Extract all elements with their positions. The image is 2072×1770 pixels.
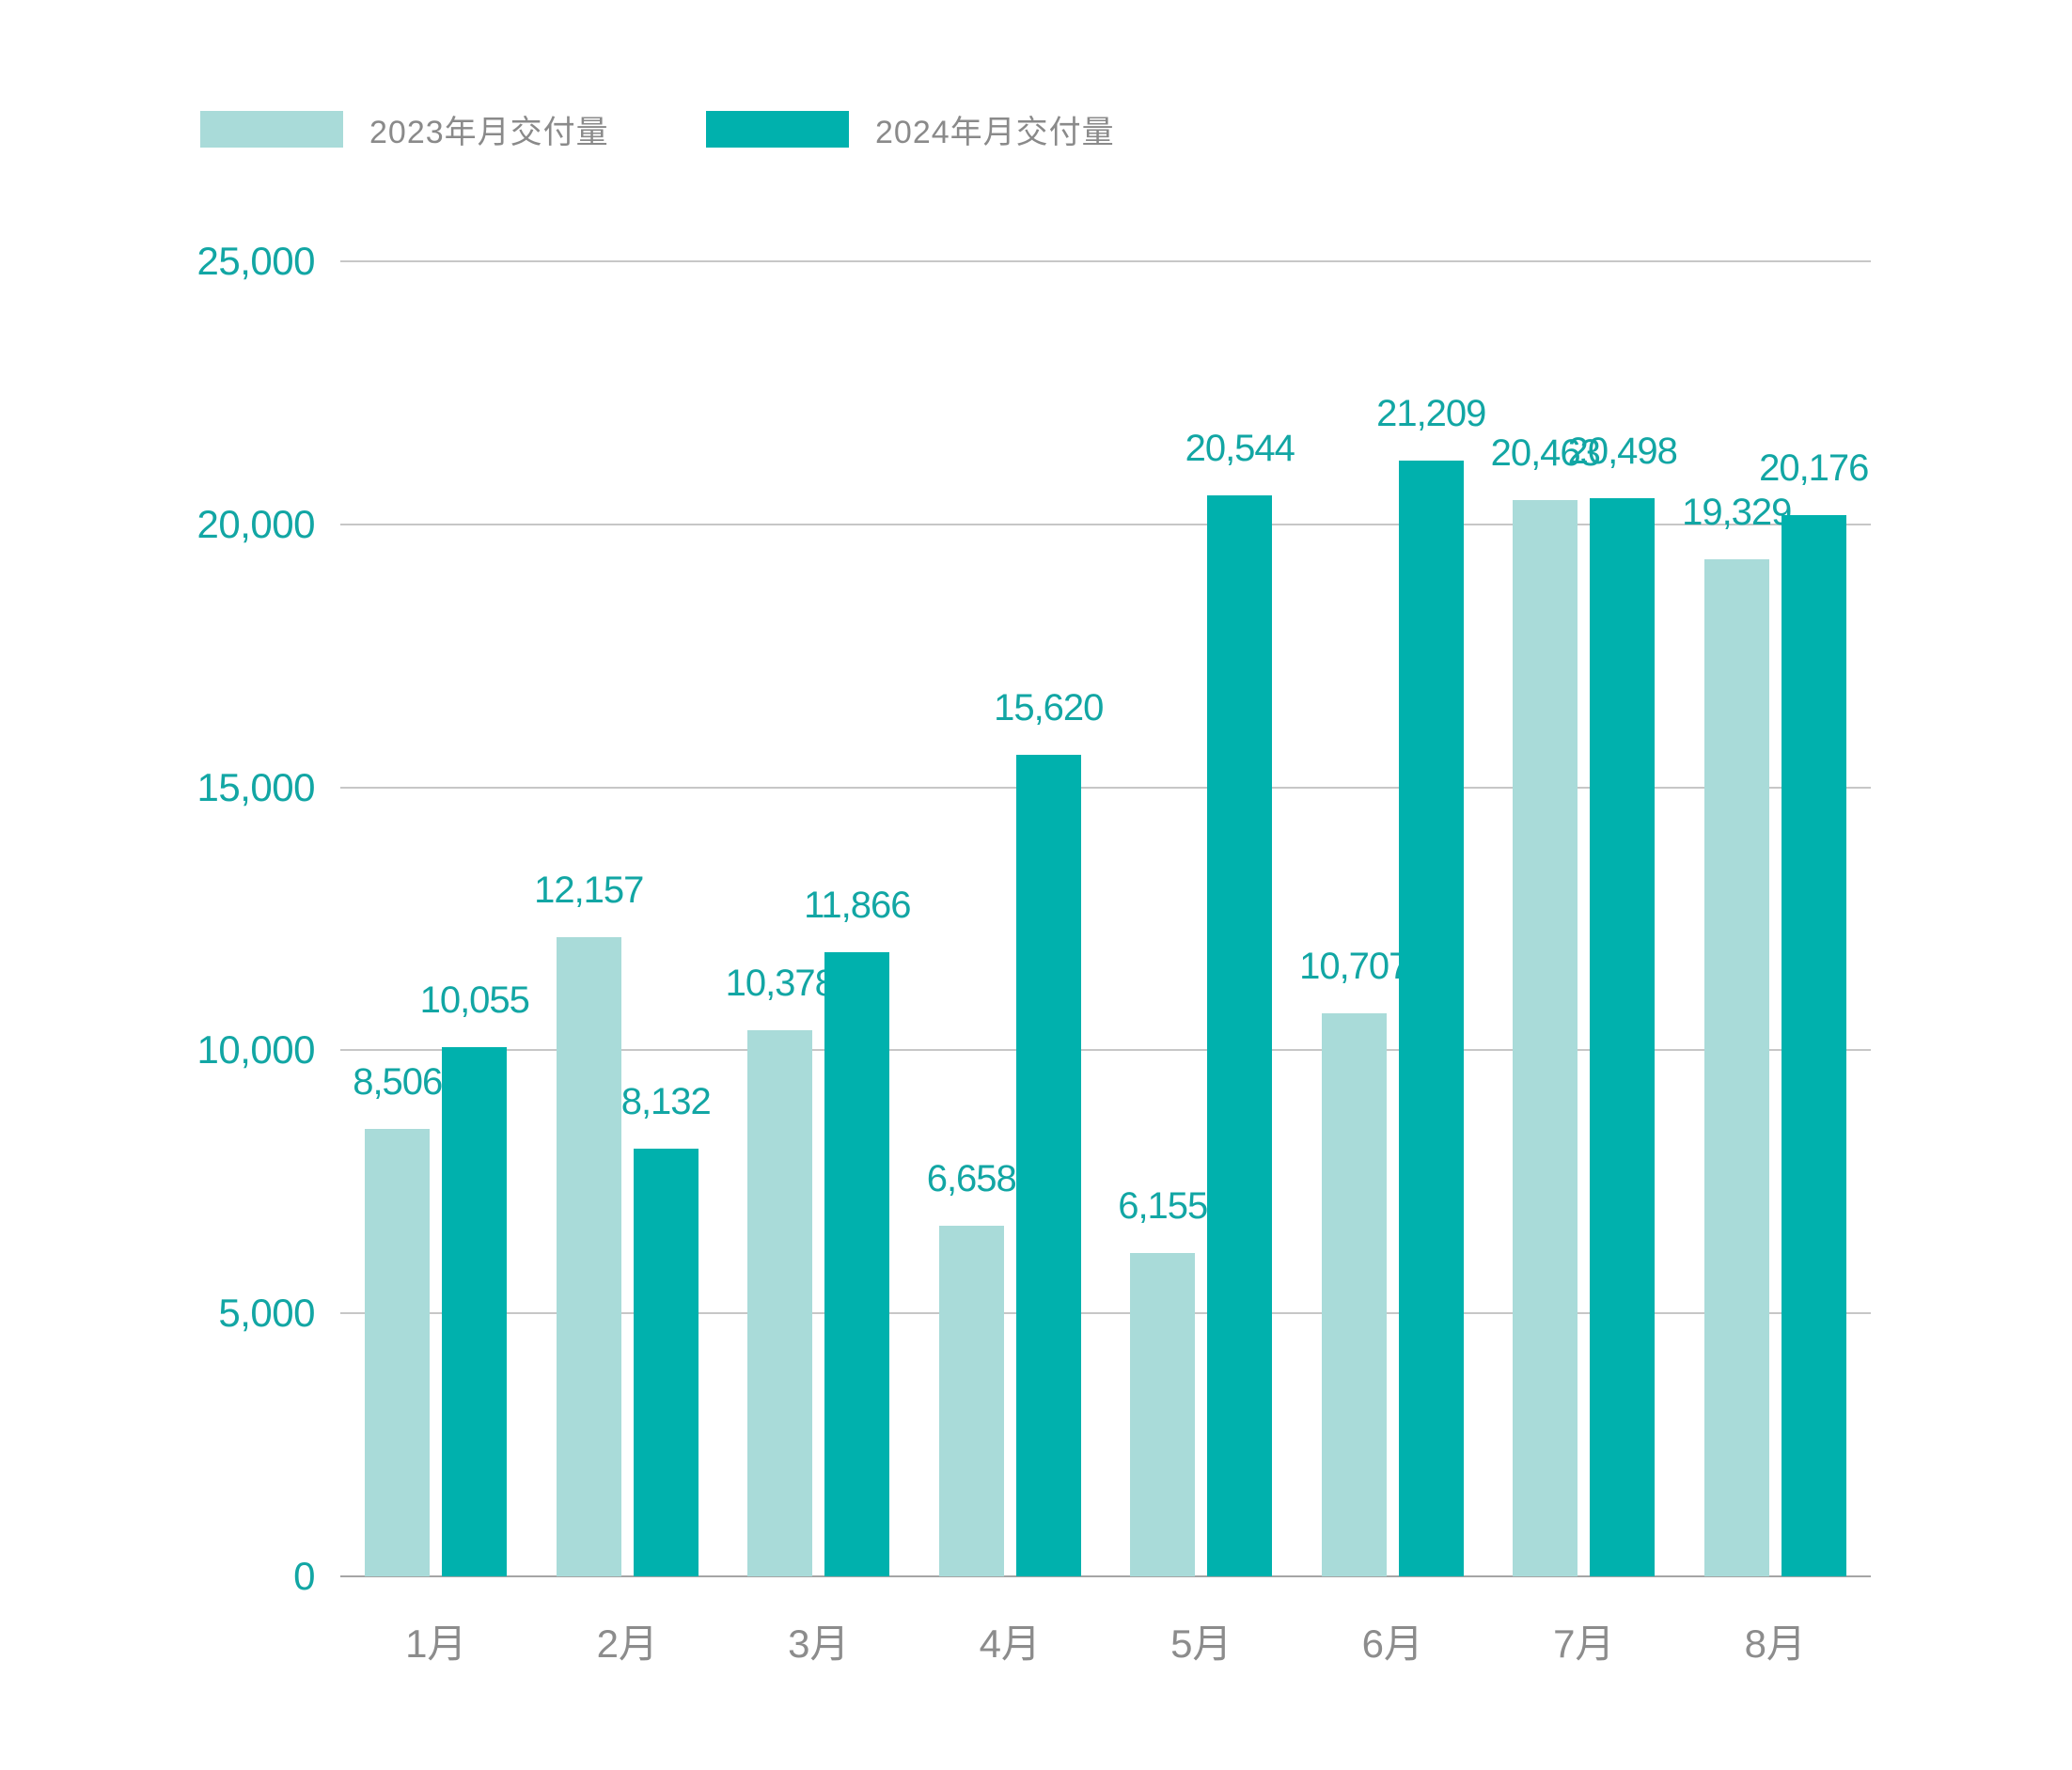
bar-wrap: 21,209	[1376, 395, 1486, 1576]
bar-group: 20,463 20,498 7月	[1488, 261, 1680, 1666]
y-axis-tick-label: 0	[293, 1554, 315, 1598]
bar-2023	[1130, 1252, 1196, 1576]
bar-2023	[1703, 559, 1769, 1576]
bar-wrap: 11,866	[804, 886, 911, 1576]
y-axis-tick-label: 10,000	[196, 1027, 316, 1073]
gridline	[340, 260, 1871, 262]
bar-wrap: 8,506	[353, 1063, 443, 1576]
bar-wrap: 19,329	[1682, 493, 1792, 1576]
bar-2023	[556, 936, 621, 1576]
legend-item-2024: 2024年月交付量	[706, 105, 1115, 152]
bar-value-label: 10,707	[1299, 945, 1409, 987]
bar-wrap: 10,378	[726, 964, 836, 1576]
legend-item-2023: 2023年月交付量	[200, 105, 609, 152]
x-axis-month-label: 3月	[788, 1621, 850, 1666]
x-axis-month-label: 5月	[1170, 1621, 1232, 1666]
legend-label-2024: 2024年月交付量	[875, 114, 1115, 150]
bar-wrap: 20,498	[1568, 432, 1678, 1576]
bar-value-label: 20,176	[1759, 446, 1869, 489]
x-axis-month-label: 7月	[1553, 1621, 1615, 1666]
bar-wrap: 6,155	[1118, 1187, 1208, 1576]
bar-2024	[633, 1148, 699, 1576]
bar-group: 6,155 20,544 5月	[1106, 261, 1297, 1666]
bar-wrap: 15,620	[994, 689, 1104, 1576]
bar-2024	[1398, 461, 1464, 1576]
y-axis-tick-label: 15,000	[196, 764, 316, 809]
x-axis-month-label: 6月	[1361, 1621, 1423, 1666]
bar-wrap: 20,463	[1491, 434, 1601, 1576]
bar-wrap: 20,176	[1759, 449, 1869, 1576]
bar-value-label: 15,620	[994, 686, 1104, 728]
bar-value-label: 21,209	[1376, 393, 1486, 435]
y-axis-tick-label: 25,000	[196, 239, 316, 283]
bar-group: 10,707 21,209 6月	[1297, 261, 1489, 1666]
bar-value-label: 19,329	[1682, 492, 1792, 534]
bar-2023	[938, 1226, 1004, 1576]
bar-wrap: 10,055	[420, 981, 530, 1576]
bar-value-label: 12,157	[534, 869, 644, 911]
bar-2024	[1015, 754, 1081, 1576]
bar-value-label: 20,544	[1185, 428, 1295, 470]
bar-group: 12,157 8,132 2月	[532, 261, 724, 1666]
x-axis-month-label: 2月	[596, 1621, 658, 1666]
legend-swatch-2023	[200, 110, 343, 148]
bar-wrap: 6,658	[927, 1160, 1017, 1576]
bar-group: 19,329 20,176 8月	[1680, 261, 1872, 1666]
bar-value-label: 8,132	[620, 1080, 712, 1122]
gridline	[340, 1312, 1871, 1315]
bar-value-label: 10,055	[419, 979, 530, 1022]
gridline	[340, 1049, 1871, 1052]
bar-2023	[1321, 1012, 1387, 1576]
bar-value-label: 20,463	[1490, 431, 1601, 474]
bar-value-label: 6,658	[926, 1158, 1017, 1200]
x-axis-zero-line	[340, 1575, 1871, 1577]
legend-swatch-2024	[706, 110, 849, 148]
bar-group: 10,378 11,866 3月	[723, 261, 915, 1666]
bar-2024	[1207, 495, 1273, 1576]
legend-label-2023: 2023年月交付量	[369, 114, 609, 150]
bar-wrap: 20,544	[1185, 430, 1295, 1576]
bar-value-label: 20,498	[1567, 430, 1678, 472]
bar-2023	[365, 1129, 431, 1576]
bar-2023	[1513, 499, 1578, 1576]
bar-wrap: 8,132	[621, 1083, 712, 1576]
x-axis-month-label: 1月	[405, 1621, 467, 1666]
bar-2024	[824, 951, 890, 1576]
x-axis-month-label: 4月	[979, 1621, 1041, 1666]
x-axis-month-label: 8月	[1744, 1621, 1806, 1666]
gridline	[340, 786, 1871, 789]
bar-2024	[1590, 497, 1656, 1576]
bar-value-label: 11,866	[804, 884, 911, 926]
bar-value-label: 8,506	[353, 1061, 443, 1104]
y-axis-tick-label: 5,000	[218, 1291, 315, 1336]
y-axis-tick-label: 20,000	[196, 501, 316, 546]
bar-value-label: 6,155	[1118, 1184, 1208, 1227]
bar-2024	[1781, 514, 1846, 1576]
gridline	[340, 523, 1871, 525]
bar-2023	[747, 1030, 813, 1576]
bar-wrap: 12,157	[534, 871, 644, 1576]
bar-wrap: 10,707	[1299, 948, 1409, 1576]
bar-value-label: 10,378	[725, 963, 836, 1005]
bar-group: 8,506 10,055 1月	[340, 261, 532, 1666]
bar-2024	[442, 1047, 508, 1576]
plot-area: 0 5,000 10,000 15,000 20,000 25,000 8,506 10,05…	[197, 239, 1872, 1666]
bar-group: 6,658 15,620 4月	[915, 261, 1107, 1666]
